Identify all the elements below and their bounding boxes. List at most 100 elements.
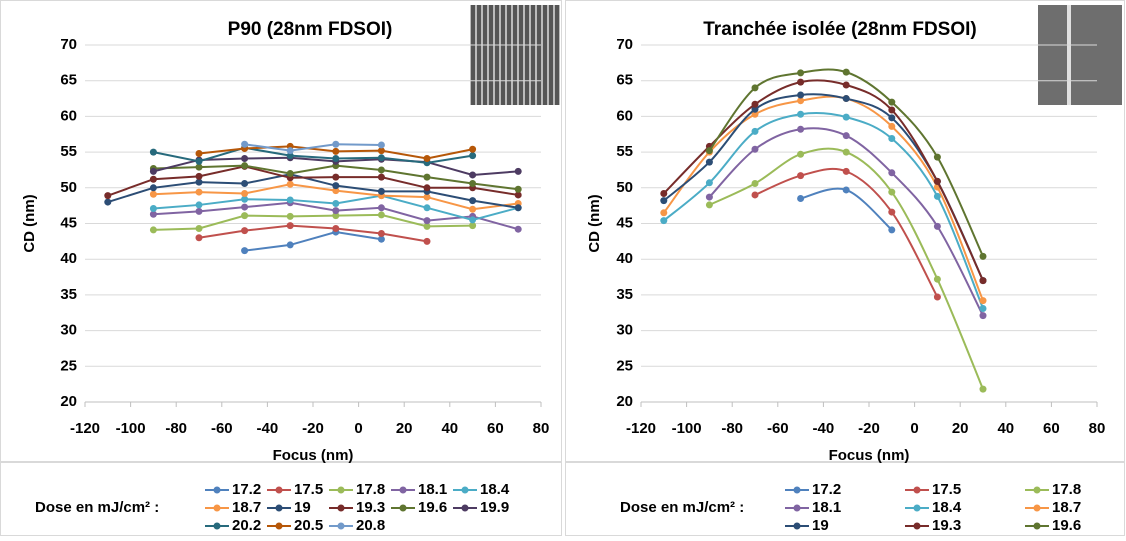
x-tick-label: -100 <box>672 420 702 437</box>
x-tick-label: -40 <box>813 420 835 437</box>
data-point <box>195 207 203 215</box>
data-point <box>933 153 941 161</box>
data-point <box>797 78 805 86</box>
data-point <box>149 148 157 156</box>
x-tick-label: 40 <box>997 420 1014 437</box>
data-point <box>469 145 477 153</box>
legend-label: 19.9 <box>480 499 509 516</box>
data-point <box>423 193 431 201</box>
data-point <box>195 234 203 242</box>
legend-marker <box>275 504 283 512</box>
legend-label: 18.7 <box>232 499 261 516</box>
data-point <box>888 98 896 106</box>
legend-label: 17.5 <box>294 481 323 498</box>
y-tick-label: 40 <box>616 250 633 267</box>
legend-marker <box>337 522 345 530</box>
data-point <box>469 180 477 188</box>
data-point <box>705 201 713 209</box>
data-point <box>149 190 157 198</box>
legend-label: 18.7 <box>1052 499 1081 516</box>
data-point <box>842 68 850 76</box>
x-tick-label: -100 <box>116 420 146 437</box>
series-line <box>107 173 519 209</box>
data-point <box>514 191 522 199</box>
legend-label: 20.2 <box>232 517 261 534</box>
legend-label: 19.6 <box>1052 517 1081 534</box>
data-point <box>979 297 987 305</box>
data-point <box>933 192 941 200</box>
data-point <box>888 106 896 114</box>
data-point <box>377 166 385 174</box>
data-point <box>149 175 157 183</box>
series-line <box>244 231 382 252</box>
legend-marker <box>1033 522 1041 530</box>
data-point <box>751 105 759 113</box>
data-point <box>286 147 294 155</box>
x-tick-label: -120 <box>70 420 100 437</box>
data-point <box>149 184 157 192</box>
legend-label: 19 <box>812 517 829 534</box>
data-point <box>241 203 249 211</box>
series-line <box>153 146 473 164</box>
data-point <box>888 208 896 216</box>
data-point <box>332 140 340 148</box>
data-point <box>423 217 431 225</box>
y-tick-label: 45 <box>616 214 633 231</box>
data-point <box>888 188 896 196</box>
data-point <box>842 186 850 194</box>
data-point <box>241 212 249 220</box>
data-point <box>842 81 850 89</box>
data-point <box>195 188 203 196</box>
data-point <box>751 127 759 135</box>
chart-title: P90 (28nm FDSOI) <box>228 19 393 40</box>
y-tick-label: 70 <box>60 36 77 53</box>
x-tick-label: -60 <box>767 420 789 437</box>
data-point <box>332 200 340 208</box>
data-point <box>423 184 431 192</box>
data-point <box>286 212 294 220</box>
legend-marker <box>461 486 469 494</box>
data-point <box>705 147 713 155</box>
data-point <box>797 91 805 99</box>
legend-label: 18.1 <box>418 481 447 498</box>
data-point <box>469 152 477 160</box>
legend-marker <box>793 504 801 512</box>
data-point <box>149 210 157 218</box>
legend-label: 19.6 <box>418 499 447 516</box>
legend-label: 18.4 <box>480 481 510 498</box>
data-point <box>514 185 522 193</box>
legend-label: 19 <box>294 499 311 516</box>
data-point <box>660 209 668 217</box>
y-tick-label: 50 <box>616 179 633 196</box>
data-point <box>705 193 713 201</box>
data-point <box>377 187 385 195</box>
data-point <box>286 196 294 204</box>
data-point <box>514 167 522 175</box>
series-line <box>107 165 519 197</box>
data-point <box>933 293 941 301</box>
legend-label: 20.5 <box>294 517 323 534</box>
data-point <box>423 204 431 212</box>
data-point <box>241 155 249 163</box>
y-tick-label: 20 <box>60 393 77 410</box>
data-point <box>751 191 759 199</box>
x-tick-label: 80 <box>1089 420 1106 437</box>
data-point <box>377 204 385 212</box>
y-tick-label: 65 <box>616 72 633 89</box>
data-point <box>286 170 294 178</box>
data-point <box>842 167 850 175</box>
data-point <box>751 180 759 188</box>
y-axis-title: CD (nm) <box>586 194 603 252</box>
legend-marker <box>913 486 921 494</box>
data-point <box>149 226 157 234</box>
data-point <box>797 110 805 118</box>
chart-frame <box>0 0 562 462</box>
y-tick-label: 35 <box>60 286 77 303</box>
data-point <box>469 222 477 230</box>
legend-marker <box>1033 486 1041 494</box>
x-axis-title: Focus (nm) <box>273 447 354 464</box>
series-line <box>153 213 473 231</box>
y-tick-label: 60 <box>616 107 633 124</box>
y-tick-label: 35 <box>616 286 633 303</box>
legend-label: 19.3 <box>356 499 385 516</box>
